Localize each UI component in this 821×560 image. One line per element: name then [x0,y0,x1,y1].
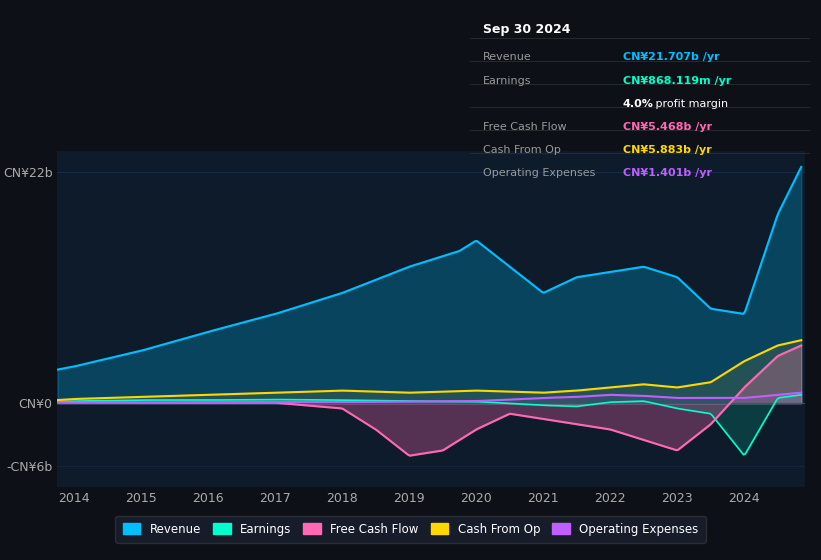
Text: Operating Expenses: Operating Expenses [484,168,595,178]
Legend: Revenue, Earnings, Free Cash Flow, Cash From Op, Operating Expenses: Revenue, Earnings, Free Cash Flow, Cash … [116,516,705,543]
Text: CN¥868.119m /yr: CN¥868.119m /yr [623,76,732,86]
Text: Earnings: Earnings [484,76,532,86]
Text: Free Cash Flow: Free Cash Flow [484,122,566,132]
Text: Sep 30 2024: Sep 30 2024 [484,23,571,36]
Text: CN¥1.401b /yr: CN¥1.401b /yr [623,168,712,178]
Text: profit margin: profit margin [652,99,728,109]
Text: CN¥5.883b /yr: CN¥5.883b /yr [623,145,712,155]
Text: CN¥21.707b /yr: CN¥21.707b /yr [623,53,719,63]
Text: Revenue: Revenue [484,53,532,63]
Text: 4.0%: 4.0% [623,99,654,109]
Text: CN¥5.468b /yr: CN¥5.468b /yr [623,122,712,132]
Text: Cash From Op: Cash From Op [484,145,561,155]
